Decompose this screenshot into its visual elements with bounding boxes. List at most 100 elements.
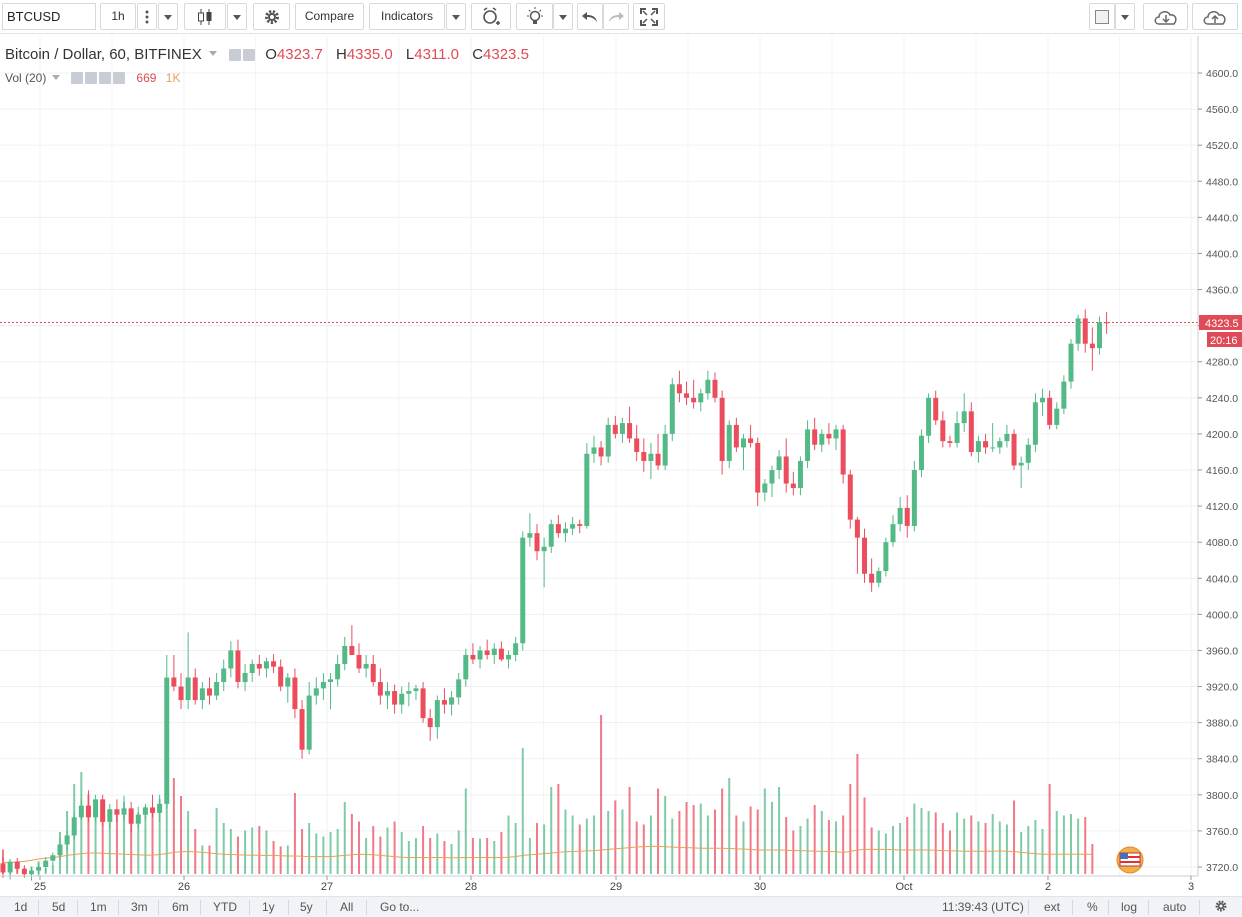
interval-button[interactable]: 1h — [100, 3, 136, 30]
ideas-dropdown[interactable] — [553, 3, 573, 30]
fullscreen-button[interactable] — [633, 3, 665, 30]
range-all[interactable]: All — [340, 900, 354, 914]
redo-button[interactable] — [603, 3, 629, 30]
indicators-button[interactable]: Indicators — [369, 3, 445, 30]
grid-lines — [0, 36, 1198, 876]
candle — [306, 682, 312, 755]
volume-bar — [550, 787, 553, 874]
compare-button[interactable]: Compare — [295, 3, 364, 30]
auto-toggle[interactable]: auto — [1163, 900, 1187, 914]
settings-button[interactable] — [253, 3, 290, 30]
range-5d[interactable]: 5d — [52, 900, 66, 914]
volume-bar — [144, 806, 147, 874]
candle — [320, 673, 326, 701]
volume-bar — [507, 815, 510, 874]
candle — [150, 794, 156, 818]
percent-toggle[interactable]: % — [1087, 900, 1098, 914]
volume-bar — [229, 829, 232, 874]
range-1y[interactable]: 1y — [262, 900, 275, 914]
candle — [584, 442, 590, 529]
candle — [762, 479, 768, 502]
volume-bar — [870, 827, 873, 874]
open-label: O — [265, 46, 277, 63]
range-ytd[interactable]: YTD — [213, 900, 237, 914]
layout-button[interactable] — [1089, 3, 1115, 30]
series-title[interactable]: Bitcoin / Dollar, 60, BITFINEX — [5, 46, 202, 63]
undo-button[interactable] — [577, 3, 603, 30]
layout-dropdown[interactable] — [1115, 3, 1135, 30]
range-3m[interactable]: 3m — [131, 900, 148, 914]
volume-bar — [165, 793, 168, 874]
volume-bar — [201, 845, 204, 874]
volume-bar — [1077, 818, 1080, 874]
volume-bar — [956, 812, 959, 874]
range-1d[interactable]: 1d — [14, 900, 28, 914]
volume-bar — [293, 793, 296, 874]
candle — [1011, 429, 1017, 470]
volume-bar — [464, 788, 467, 874]
interval-menu-icon[interactable] — [137, 3, 157, 30]
volume-bar — [813, 805, 816, 874]
candle — [335, 654, 341, 687]
candle — [171, 654, 177, 692]
plus-icon[interactable] — [99, 72, 112, 84]
indicators-dropdown[interactable] — [446, 3, 466, 30]
price-tick-label: 3920.0 — [1206, 682, 1238, 694]
interval-dropdown-button[interactable] — [158, 3, 178, 30]
volume-bar — [913, 803, 916, 874]
settings-small-icon[interactable] — [85, 72, 98, 84]
candle — [271, 654, 277, 674]
candle — [57, 838, 63, 860]
volume-bar — [785, 817, 788, 874]
range-1m[interactable]: 1m — [90, 900, 107, 914]
chart-style-dropdown[interactable] — [227, 3, 247, 30]
log-toggle[interactable]: log — [1121, 900, 1138, 914]
volume-bar — [642, 824, 645, 874]
candle — [719, 390, 725, 475]
time-axis[interactable]: 25 26 27 28 29 30 Oct 2 3 — [34, 876, 1194, 893]
layout-square-icon — [1095, 9, 1109, 24]
candle — [790, 471, 796, 496]
ext-toggle[interactable]: ext — [1044, 900, 1061, 914]
range-5y[interactable]: 5y — [300, 900, 313, 914]
candle — [911, 460, 917, 532]
range-6m[interactable]: 6m — [172, 900, 189, 914]
close-icon[interactable] — [113, 72, 126, 84]
volume-title[interactable]: Vol (20) — [5, 71, 47, 85]
candle — [676, 370, 682, 403]
settings-small-icon[interactable] — [243, 49, 256, 61]
volume-bar — [350, 814, 353, 874]
separator — [288, 900, 289, 915]
chevron-down-icon[interactable] — [208, 51, 217, 56]
economic-events-flag-icon[interactable] — [1116, 846, 1144, 874]
goto-button[interactable]: Go to... — [380, 900, 420, 914]
clock-time[interactable]: 11:39:43 (UTC) — [942, 900, 1024, 914]
price-tick-label: 3960.0 — [1206, 645, 1238, 657]
load-layout-button[interactable] — [1143, 3, 1188, 30]
volume-bar — [94, 805, 97, 874]
separator — [249, 900, 250, 915]
chart-style-button[interactable] — [184, 3, 226, 30]
eye-icon[interactable] — [71, 72, 84, 84]
volume-bar — [557, 784, 560, 874]
candle — [1061, 375, 1067, 415]
candle — [826, 423, 832, 445]
candle — [1075, 314, 1081, 351]
price-tick-label: 4280.0 — [1206, 357, 1238, 369]
candle — [684, 381, 690, 406]
candle — [648, 442, 654, 480]
candle — [869, 558, 875, 592]
symbol-search-input[interactable]: BTCUSD — [2, 3, 96, 30]
volume-bar — [842, 815, 845, 874]
ideas-button[interactable] — [516, 3, 553, 30]
save-layout-button[interactable] — [1192, 3, 1238, 30]
eye-icon[interactable] — [229, 49, 242, 61]
candle — [427, 709, 433, 741]
chart-properties-gear-icon[interactable] — [1214, 899, 1228, 914]
alert-button[interactable] — [471, 3, 511, 30]
candle — [441, 688, 447, 714]
separator — [200, 900, 201, 915]
chevron-down-icon[interactable] — [51, 75, 60, 80]
candle — [933, 390, 939, 425]
